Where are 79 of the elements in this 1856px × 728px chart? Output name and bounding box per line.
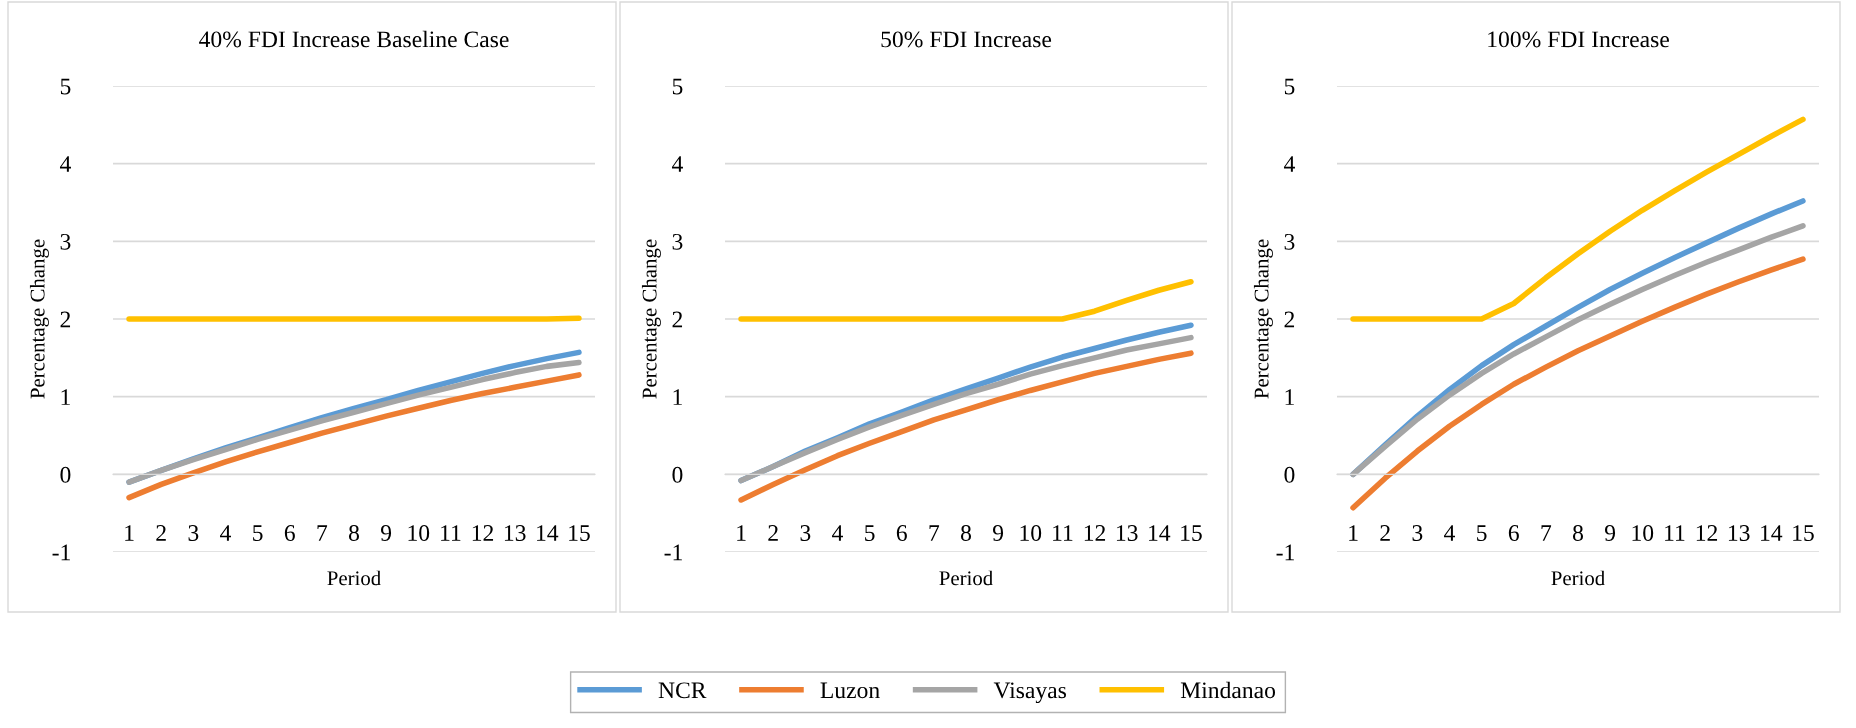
x-tick-label: 7 [929,525,940,541]
y-tick-label: 2 [1284,311,1295,328]
x-axis-title: Period [1551,570,1605,586]
x-tick-label: 12 [472,525,494,541]
x-tick-label: 2 [768,525,778,541]
x-tick-label: 12 [1084,525,1106,541]
x-tick-label: 12 [1696,525,1718,541]
y-tick-label: 0 [672,466,683,483]
x-tick-label: 11 [1053,525,1073,541]
x-tick-label: 4 [220,525,231,541]
x-tick-label: 5 [1477,525,1487,541]
y-tick-label: -1 [52,544,70,561]
y-tick-label: 5 [1284,78,1295,95]
x-tick-label: 13 [504,525,526,541]
x-tick-label: 10 [1020,525,1042,541]
x-tick-label: 14 [537,525,559,541]
x-tick-label: 2 [156,525,166,541]
x-tick-label: 11 [441,525,461,541]
x-tick-label: 3 [800,525,811,541]
y-tick-label: 5 [60,78,71,95]
y-tick-label: 4 [1283,156,1295,172]
x-tick-label: 3 [1412,525,1423,541]
x-tick-label: 1 [737,525,746,541]
y-tick-label: 4 [59,156,71,172]
y-tick-label: 5 [672,78,683,95]
x-tick-label: 4 [1444,525,1455,541]
y-tick-label: 1 [1285,389,1294,405]
legend-label: Visayas [993,682,1066,704]
x-tick-label: 8 [1573,525,1583,541]
y-tick-label: 0 [60,466,71,483]
x-tick-label: 4 [832,525,843,541]
y-tick-label: 4 [671,156,683,172]
x-tick-label: 8 [961,525,971,541]
y-axis-title: Percentage Change [641,239,661,399]
x-tick-label: 5 [253,525,263,541]
x-axis-title: Period [327,570,381,586]
y-tick-label: 2 [672,311,683,328]
legend-label: Mindanao [1180,681,1276,699]
y-tick-label: 3 [60,233,71,250]
x-tick-label: 9 [992,525,1004,541]
y-tick-label: 1 [673,389,682,405]
x-tick-label: 1 [1349,525,1358,541]
y-tick-label: 3 [1284,233,1295,250]
x-tick-label: 6 [284,525,295,541]
x-tick-label: 10 [1632,525,1654,541]
x-tick-label: 5 [865,525,875,541]
x-tick-label: 1 [125,525,134,541]
x-axis-title: Period [939,570,993,586]
y-tick-label: 0 [1284,466,1295,483]
x-tick-label: 11 [1665,525,1685,541]
x-tick-label: 7 [317,525,328,541]
x-tick-label: 15 [569,525,590,541]
x-tick-label: 6 [1508,525,1519,541]
x-tick-label: 9 [380,525,392,541]
y-axis-title: Percentage Change [29,239,49,399]
y-axis-title: Percentage Change [1253,239,1273,399]
y-tick-label: 1 [61,389,70,405]
x-tick-label: 10 [408,525,430,541]
x-tick-label: 2 [1380,525,1390,541]
y-tick-label: 3 [672,233,683,250]
legend-label: NCR [658,682,707,699]
x-tick-label: 13 [1728,525,1750,541]
x-tick-label: 6 [896,525,907,541]
x-tick-label: 3 [188,525,199,541]
x-tick-label: 15 [1793,525,1814,541]
x-tick-label: 13 [1116,525,1138,541]
x-tick-label: 9 [1604,525,1616,541]
y-tick-label: 2 [60,311,71,328]
chart-title: 100% FDI Increase [1488,31,1669,48]
y-tick-label: -1 [1276,544,1294,561]
x-tick-label: 7 [1541,525,1552,541]
legend-label: Luzon [820,682,880,699]
y-tick-label: -1 [664,544,682,561]
chart-title: 50% FDI Increase [881,31,1052,48]
x-tick-label: 14 [1149,525,1171,541]
x-tick-label: 14 [1761,525,1783,541]
x-tick-label: 8 [349,525,359,541]
x-tick-label: 15 [1181,525,1202,541]
chart-title: 40% FDI Increase Baseline Case [199,30,509,48]
